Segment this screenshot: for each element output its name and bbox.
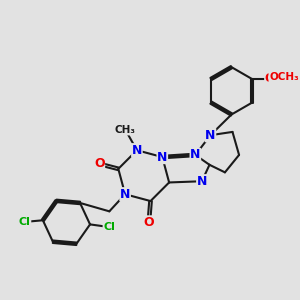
Text: CH₃: CH₃ bbox=[115, 125, 136, 135]
Text: N: N bbox=[205, 129, 216, 142]
Text: N: N bbox=[190, 148, 200, 161]
Text: O: O bbox=[94, 158, 105, 170]
Text: N: N bbox=[157, 151, 167, 164]
Text: N: N bbox=[197, 175, 207, 188]
Text: N: N bbox=[132, 144, 142, 157]
Text: OCH₃: OCH₃ bbox=[269, 72, 299, 82]
Text: Cl: Cl bbox=[103, 222, 115, 232]
Text: N: N bbox=[120, 188, 130, 201]
Text: Cl: Cl bbox=[19, 217, 31, 227]
Text: O: O bbox=[265, 73, 275, 85]
Text: O: O bbox=[144, 216, 154, 229]
